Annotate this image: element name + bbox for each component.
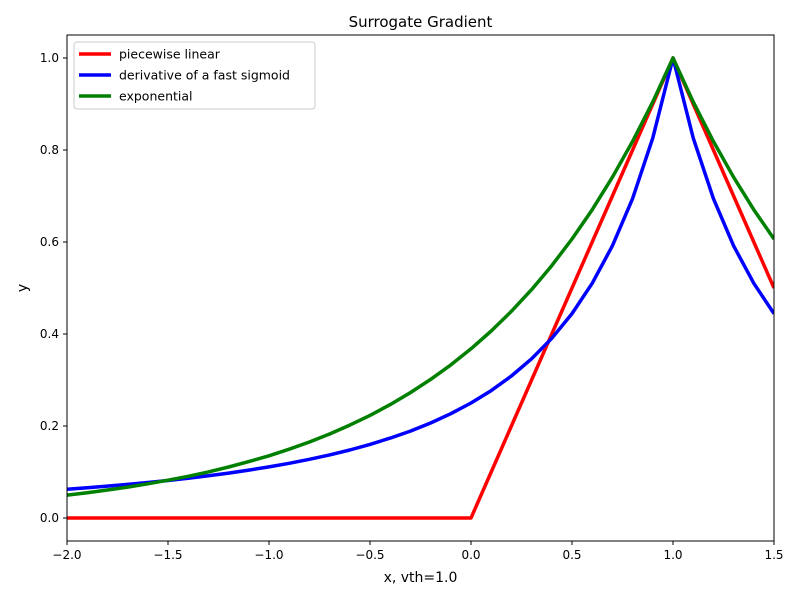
x-tick-label: −1.5	[153, 548, 182, 562]
x-tick-label: −0.5	[355, 548, 384, 562]
legend-label: exponential	[119, 89, 193, 104]
x-tick-label: −2.0	[52, 548, 81, 562]
series-line-exponential	[67, 56, 774, 497]
series-lines	[67, 56, 774, 520]
y-tick-label: 1.0	[40, 51, 59, 65]
y-tick-label: 0.4	[40, 327, 59, 341]
series-line-piecewise-linear	[67, 56, 774, 520]
x-tick-label: −1.0	[254, 548, 283, 562]
y-tick-label: 0.2	[40, 419, 59, 433]
x-axis-label: x, vth=1.0	[384, 570, 458, 586]
x-tick-label: 0.0	[461, 548, 480, 562]
x-tick-label: 1.0	[663, 548, 682, 562]
legend-label: derivative of a fast sigmoid	[119, 68, 290, 83]
x-tick-label: 0.5	[562, 548, 581, 562]
chart-title: Surrogate Gradient	[349, 13, 493, 31]
legend: piecewise linear derivative of a fast sig…	[73, 41, 316, 110]
x-tick-label: 1.5	[764, 548, 783, 562]
y-tick-label: 0.6	[40, 235, 59, 249]
x-axis-ticks: −2.0 −1.5 −1.0 −0.5 0.0 0.5 1.0 1.5	[52, 541, 784, 562]
y-tick-label: 0.0	[40, 511, 59, 525]
y-axis-label: y	[15, 284, 31, 292]
plot-frame	[66, 34, 775, 542]
y-tick-label: 0.8	[40, 143, 59, 157]
legend-label: piecewise linear	[119, 47, 221, 62]
series-line-derivative-of-a-fast-sigmoid	[67, 56, 774, 492]
legend-box	[73, 41, 316, 110]
y-axis-ticks: 0.0 0.2 0.4 0.6 0.8 1.0	[40, 51, 67, 525]
